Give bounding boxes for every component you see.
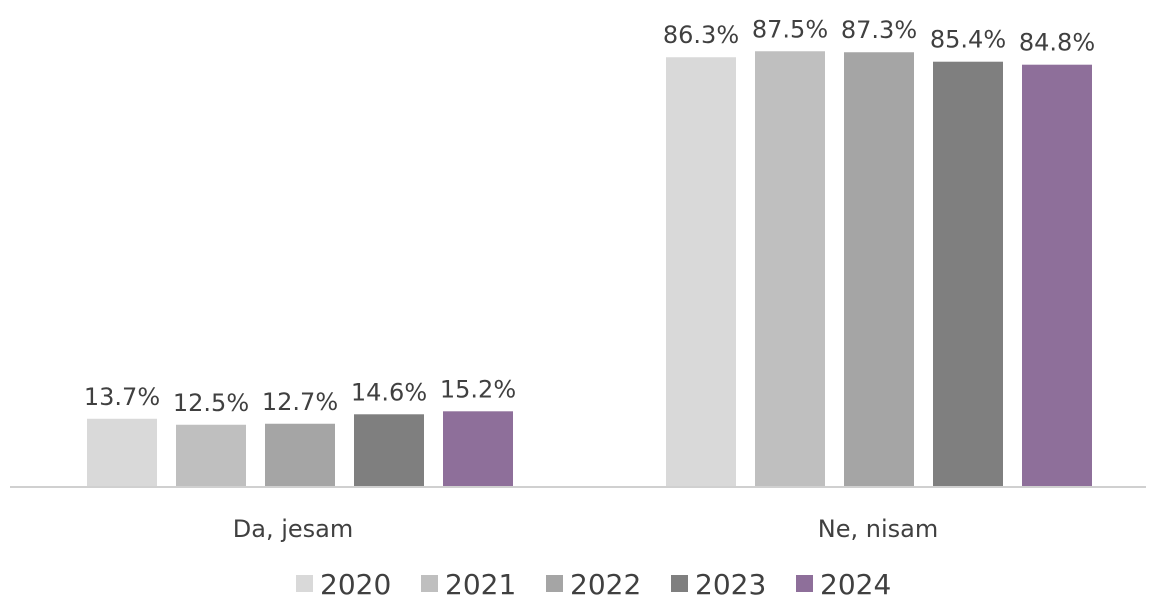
data-label-ne-nisam-2020: 86.3%: [663, 21, 739, 49]
legend-swatch-2020: [296, 575, 313, 592]
data-label-da-jesam-2021: 12.5%: [173, 389, 249, 417]
legend-swatch-2021: [421, 575, 438, 592]
legend-swatch-2022: [546, 575, 563, 592]
bars-layer: [87, 51, 1092, 488]
bar-ne-nisam-2022: [844, 52, 914, 487]
legend-item-2021: 2021: [421, 568, 516, 597]
legend-swatch-2024: [796, 575, 813, 592]
bar-da-jesam-2023: [354, 414, 424, 487]
category-label-ne-nisam: Ne, nisam: [818, 515, 938, 543]
bar-ne-nisam-2020: [666, 57, 736, 487]
legend-item-2020: 2020: [296, 568, 391, 597]
legend-item-2022: 2022: [546, 568, 641, 597]
data-label-ne-nisam-2022: 87.3%: [841, 16, 917, 44]
bar-ne-nisam-2024: [1022, 64, 1092, 488]
legend-label-2024: 2024: [820, 568, 891, 597]
bar-ne-nisam-2023: [933, 61, 1003, 487]
data-label-da-jesam-2024: 15.2%: [440, 375, 516, 403]
data-label-da-jesam-2022: 12.7%: [262, 388, 338, 416]
legend-label-2022: 2022: [570, 568, 641, 597]
legend: 2020 2021 2022 2023 2024: [296, 568, 891, 597]
data-label-da-jesam-2020: 13.7%: [84, 383, 160, 411]
legend-item-2024: 2024: [796, 568, 891, 597]
category-label-da-jesam: Da, jesam: [233, 515, 353, 543]
bar-da-jesam-2020: [87, 418, 157, 487]
legend-label-2023: 2023: [695, 568, 766, 597]
legend-label-2021: 2021: [445, 568, 516, 597]
bar-da-jesam-2022: [265, 423, 335, 487]
bar-da-jesam-2021: [176, 424, 246, 487]
bar-ne-nisam-2021: [755, 51, 825, 487]
legend-label-2020: 2020: [320, 568, 391, 597]
data-label-ne-nisam-2023: 85.4%: [930, 26, 1006, 54]
data-label-ne-nisam-2024: 84.8%: [1019, 29, 1095, 57]
legend-item-2023: 2023: [671, 568, 766, 597]
data-labels-layer: 13.7% 12.5% 12.7% 14.6% 15.2% 86.3% 87.5% 87.3%…: [84, 15, 1095, 417]
data-label-ne-nisam-2021: 87.5%: [752, 15, 828, 43]
data-label-da-jesam-2023: 14.6%: [351, 378, 427, 406]
legend-swatch-2023: [671, 575, 688, 592]
category-labels-layer: Da, jesam Ne, nisam: [233, 515, 938, 543]
bar-da-jesam-2024: [443, 411, 513, 487]
